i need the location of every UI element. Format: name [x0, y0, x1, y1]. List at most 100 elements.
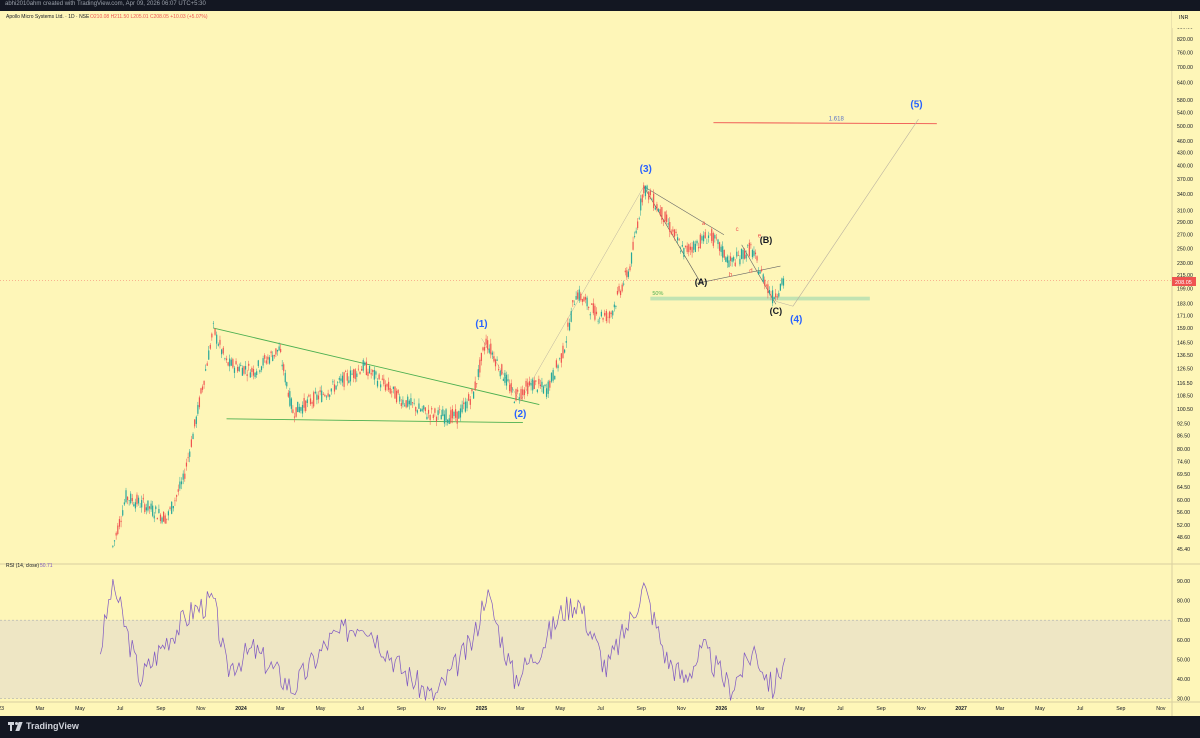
- candle-body: [450, 410, 452, 423]
- candle-body: [251, 368, 253, 372]
- candle-body: [368, 366, 371, 373]
- candle-body: [633, 236, 636, 238]
- currency-label: INR: [1179, 15, 1189, 21]
- candle-body: [309, 398, 312, 405]
- candle-body: [117, 525, 119, 535]
- candle-body: [229, 358, 231, 367]
- candle-body: [583, 297, 585, 302]
- candle-body: [499, 370, 501, 377]
- candle-body: [432, 414, 434, 418]
- candle-body: [762, 274, 764, 283]
- price-tick-label: 183.00: [1177, 301, 1193, 307]
- candle-body: [278, 346, 280, 351]
- candle-body: [547, 381, 549, 394]
- candle-body: [241, 367, 243, 376]
- wave-label-c: (C): [770, 306, 783, 316]
- candle-body: [706, 242, 708, 244]
- candle-body: [698, 247, 700, 249]
- candle-body: [754, 252, 757, 255]
- wave-label-b: b: [729, 273, 733, 279]
- candle-body: [456, 411, 458, 424]
- wave-label-2: (2): [514, 409, 526, 420]
- candle-body: [684, 245, 687, 247]
- time-tick-label: 2027: [955, 706, 967, 712]
- price-tick-label: 215.00: [1177, 273, 1193, 279]
- candle-body: [189, 451, 191, 457]
- ohlc-legend: O210.08 H211.50 L205.01 C208.05 +10.03 (…: [90, 14, 208, 20]
- wave-label-b: (B): [760, 235, 773, 245]
- candle-body: [595, 311, 598, 315]
- candle-body: [346, 373, 348, 381]
- price-chart[interactable]: (1) (2) (3) (4) (5) (A) (B) (C) a b c d e 1.618 50% 45…: [0, 11, 1200, 716]
- candle-body: [542, 386, 545, 394]
- candle-body: [388, 381, 390, 390]
- candle-body: [437, 410, 439, 416]
- candle-body: [501, 364, 503, 375]
- candle-body: [643, 185, 645, 194]
- candle-body: [463, 402, 465, 405]
- candle-body: [494, 359, 497, 367]
- time-tick-label: 2024: [235, 706, 247, 712]
- time-tick-label: May: [555, 706, 565, 712]
- candle-body: [238, 366, 240, 371]
- price-tick-label: 460.00: [1177, 139, 1193, 145]
- candle-body: [447, 419, 449, 423]
- candle-body: [469, 399, 471, 405]
- candle-body: [283, 364, 285, 372]
- candle-body: [192, 433, 194, 440]
- candle-body: [485, 338, 487, 345]
- candle-body: [246, 374, 248, 377]
- candle-body: [474, 381, 476, 391]
- candle-body: [249, 372, 251, 378]
- candle-body: [392, 386, 394, 389]
- tradingview-logo[interactable]: TradingView: [8, 721, 79, 731]
- price-tick-label: 52.00: [1177, 523, 1190, 529]
- candle-body: [224, 358, 226, 359]
- candle-body: [502, 379, 504, 381]
- candle-body: [244, 366, 247, 370]
- symbol-legend: Apollo Micro Systems Ltd. · 1D · NSE: [6, 14, 90, 20]
- candle-body: [260, 366, 263, 371]
- candle-body: [222, 347, 224, 354]
- candle-body: [623, 283, 625, 285]
- candle-body: [630, 252, 633, 264]
- candle-body: [549, 381, 551, 388]
- candle-body: [418, 403, 420, 409]
- price-tick-label: 400.00: [1177, 163, 1193, 169]
- candle-body: [473, 391, 475, 399]
- candle-body: [678, 239, 680, 241]
- price-tick-label: 540.00: [1177, 111, 1193, 117]
- candle-body: [747, 244, 749, 246]
- candle-body: [662, 220, 665, 222]
- candle-body: [126, 496, 129, 501]
- candle-body: [466, 401, 468, 409]
- candle-body: [471, 389, 473, 392]
- candle-body: [711, 229, 713, 241]
- candle-body: [373, 370, 375, 380]
- candle-body: [535, 380, 537, 382]
- candle-body: [155, 506, 157, 510]
- candle-body: [180, 481, 183, 485]
- candle-body: [616, 290, 619, 295]
- candle-body: [592, 303, 594, 314]
- candle-body: [509, 384, 511, 391]
- price-tick-label: 430.00: [1177, 151, 1193, 157]
- candle-body: [380, 384, 382, 388]
- chart-area[interactable]: (1) (2) (3) (4) (5) (A) (B) (C) a b c d e 1.618 50% 45…: [0, 11, 1200, 716]
- wave-label-5: (5): [910, 100, 922, 111]
- candle-body: [423, 405, 425, 410]
- candle-body: [211, 333, 213, 338]
- rsi-tick-label: 90.00: [1177, 579, 1190, 585]
- candle-body: [206, 363, 208, 366]
- candle-body: [664, 211, 666, 222]
- price-tick-label: 86.50: [1177, 433, 1190, 439]
- candle-body: [365, 361, 367, 376]
- price-tick-label: 820.00: [1177, 37, 1193, 43]
- candle-body: [384, 384, 387, 391]
- candle-body: [451, 408, 454, 419]
- candle-body: [142, 497, 144, 500]
- candle-body: [589, 314, 591, 316]
- candle-body: [176, 495, 178, 497]
- candle-body: [185, 462, 188, 467]
- candle-body: [435, 416, 438, 422]
